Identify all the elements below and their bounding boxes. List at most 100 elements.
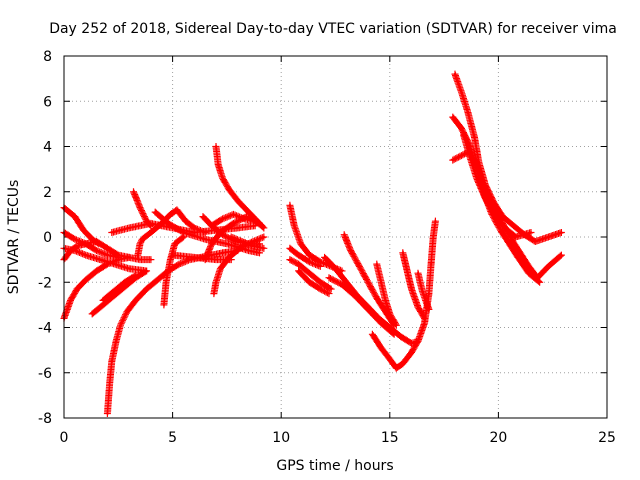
data-point — [423, 321, 426, 325]
data-point — [308, 253, 311, 257]
data-point — [297, 253, 300, 257]
data-point — [392, 333, 396, 336]
data-point — [462, 133, 465, 137]
data-point — [164, 281, 168, 284]
data-point — [182, 235, 185, 239]
y-tick-label: -2 — [38, 275, 52, 291]
data-point — [106, 260, 109, 264]
data-point — [125, 310, 129, 313]
data-point — [503, 226, 507, 230]
data-point — [149, 222, 153, 225]
data-point — [460, 154, 463, 157]
data-point — [395, 367, 398, 370]
data-point — [547, 235, 550, 239]
data-point — [154, 210, 157, 214]
data-point — [110, 231, 113, 234]
data-point — [132, 190, 135, 193]
data-point — [514, 235, 517, 239]
y-axis-label: SDTVAR / TECUs — [6, 180, 22, 295]
data-point — [182, 231, 185, 234]
data-point — [527, 272, 531, 275]
data-point — [75, 287, 79, 291]
data-point — [232, 213, 235, 216]
series-track-11 — [160, 233, 187, 309]
data-point — [232, 222, 235, 225]
data-point — [451, 158, 454, 162]
data-point — [379, 321, 383, 325]
series-track-7 — [99, 271, 140, 304]
series-track-35 — [460, 131, 535, 241]
data-point — [308, 281, 311, 284]
data-point — [140, 238, 144, 241]
data-point — [75, 244, 79, 248]
x-tick-label: 10 — [272, 430, 290, 446]
data-point — [358, 265, 361, 268]
data-point — [138, 258, 142, 261]
data-point — [288, 204, 292, 207]
data-point — [175, 208, 179, 212]
x-tick-label: 15 — [381, 430, 399, 446]
y-tick-label: 2 — [43, 185, 52, 201]
data-point — [395, 324, 398, 327]
data-point — [238, 247, 242, 250]
data-point — [405, 269, 409, 273]
data-point — [123, 281, 127, 284]
data-point — [527, 265, 531, 268]
data-point — [95, 249, 98, 252]
series-track-26 — [325, 274, 398, 338]
data-point — [169, 213, 172, 216]
chart-title: Day 252 of 2018, Sidereal Day-to-day VTE… — [49, 21, 617, 37]
series-track-22 — [286, 244, 324, 270]
data-point — [410, 342, 413, 345]
data-point — [529, 231, 533, 234]
data-point — [247, 249, 250, 252]
data-series — [60, 70, 565, 417]
data-point — [127, 256, 131, 259]
y-tick-label: 6 — [43, 94, 52, 110]
data-point — [340, 269, 344, 273]
data-point — [167, 222, 170, 225]
data-point — [262, 235, 266, 239]
data-point — [473, 136, 476, 139]
data-point — [110, 360, 113, 363]
data-point — [210, 224, 213, 227]
data-point — [375, 296, 378, 300]
data-point — [366, 308, 370, 311]
series-track-4 — [60, 238, 155, 264]
data-point — [375, 262, 378, 266]
data-point — [236, 199, 239, 202]
data-point — [138, 206, 142, 209]
data-point — [297, 262, 300, 266]
data-point — [69, 299, 72, 302]
data-point — [560, 231, 563, 234]
data-point — [401, 362, 405, 365]
series-track-17 — [210, 233, 268, 298]
data-point — [106, 412, 109, 415]
data-point — [499, 229, 502, 232]
data-point — [177, 262, 181, 266]
data-point — [297, 269, 300, 273]
data-point — [212, 292, 216, 295]
data-point — [434, 219, 437, 223]
data-point — [101, 299, 105, 302]
data-point — [451, 115, 454, 119]
data-point — [123, 285, 127, 288]
data-point — [108, 382, 111, 386]
data-point — [119, 324, 122, 327]
data-point — [221, 217, 224, 221]
data-point — [288, 258, 292, 261]
data-point — [201, 215, 205, 218]
data-marker-track — [99, 271, 140, 304]
data-point — [366, 281, 370, 284]
data-point — [323, 256, 326, 259]
data-point — [106, 247, 109, 250]
data-point — [243, 217, 246, 221]
data-point — [225, 242, 229, 245]
data-point — [253, 224, 257, 227]
data-point — [384, 299, 387, 302]
data-point — [371, 333, 374, 336]
data-point — [492, 213, 496, 216]
data-point — [416, 339, 420, 343]
data-point — [127, 267, 131, 270]
